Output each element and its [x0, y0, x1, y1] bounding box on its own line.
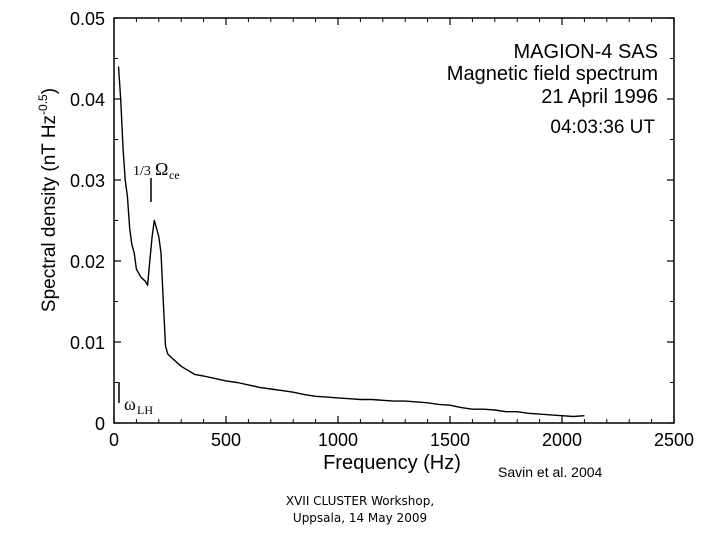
y-tick-label: 0.05: [70, 9, 105, 29]
chart-title-line-3: 21 April 1996: [541, 86, 658, 108]
footer-line-1: XVII CLUSTER Workshop,: [285, 494, 435, 508]
source-credit: Savin et al. 2004: [498, 464, 603, 480]
x-tick-label: 0: [109, 430, 119, 450]
omega-ce-symbol: Ω: [155, 159, 168, 179]
x-tick-label: 1500: [430, 430, 470, 450]
y-tick-label: 0.02: [70, 252, 105, 272]
y-axis-label-close: ): [39, 88, 60, 94]
series-group: [117, 66, 585, 418]
omega-ce-subscript: ce: [169, 168, 180, 182]
y-tick-label: 0.01: [70, 333, 105, 353]
omega-ce-annotation: 1/3 Ω ce: [133, 159, 180, 202]
x-axis-label: Frequency (Hz): [323, 452, 461, 474]
omega-lh-symbol: ω: [124, 394, 136, 414]
omega-lh-subscript: LH: [137, 403, 153, 417]
x-tick-label: 2000: [542, 430, 582, 450]
y-axis-label: Spectral density (nT Hz-0.5): [36, 88, 60, 312]
omega-ce-prefix: 1/3: [133, 164, 151, 179]
y-axis-label-main: Spectral density (nT Hz: [39, 115, 60, 312]
y-axis-label-exponent: -0.5: [36, 94, 50, 115]
x-axis-ticks: 0 500 1000 1500 2000 2500: [109, 18, 694, 450]
chart-title-line-1: MAGION-4 SAS: [514, 41, 658, 63]
y-tick-label: 0.03: [70, 171, 105, 191]
x-tick-label: 2500: [654, 430, 694, 450]
y-tick-label: 0: [95, 414, 105, 434]
x-tick-label: 1000: [318, 430, 358, 450]
omega-lh-annotation: ω LH: [118, 382, 153, 417]
x-tick-label: 500: [211, 430, 241, 450]
y-tick-label: 0.04: [70, 90, 105, 110]
footer-line-2: Uppsala, 14 May 2009: [292, 511, 428, 525]
chart-title-line-2: Magnetic field spectrum: [447, 63, 658, 85]
y-axis-ticks: 0 0.01 0.02 0.03 0.04 0.05: [70, 9, 674, 434]
footer: XVII CLUSTER Workshop, Uppsala, 14 May 2…: [240, 493, 480, 527]
spectrum-line: [117, 66, 585, 418]
time-label: 04:03:36 UT: [550, 117, 655, 138]
